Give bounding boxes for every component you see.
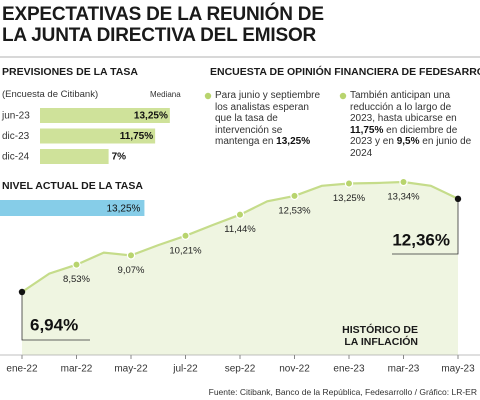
bar bbox=[40, 108, 170, 123]
callout bbox=[21, 292, 90, 341]
area bbox=[22, 182, 458, 355]
bold-text: 13,25% bbox=[276, 136, 311, 147]
value-label: 7% bbox=[112, 152, 127, 163]
survey-title: ENCUESTA DE OPINIÓN FINANCIERA DE FEDESA… bbox=[210, 66, 480, 78]
chart-subtitle: (Encuesta de Citibank) bbox=[2, 89, 99, 100]
chart-title: NIVEL ACTUAL DE LA TASA bbox=[2, 180, 143, 192]
value-label: 13,25% bbox=[333, 193, 366, 204]
value-label: 10,21% bbox=[169, 245, 202, 256]
point bbox=[18, 288, 26, 296]
value-label: 13,25% bbox=[107, 204, 141, 215]
value-label: 12,53% bbox=[278, 205, 311, 216]
x-tick-label: sep-22 bbox=[225, 364, 256, 375]
big-value-label: 6,94% bbox=[30, 315, 78, 334]
callout bbox=[392, 198, 459, 255]
x-tick-label: ene-22 bbox=[6, 364, 38, 375]
chart-title: PREVISIONES DE LA TASA bbox=[2, 66, 138, 78]
bar bbox=[40, 128, 156, 144]
value-header: Mediana bbox=[150, 90, 181, 99]
x-tick-label: mar-22 bbox=[61, 364, 93, 375]
x-tick-label: may-22 bbox=[114, 364, 148, 375]
value-label: 8,53% bbox=[63, 274, 90, 285]
point bbox=[290, 191, 299, 201]
category-label: dic-23 bbox=[2, 131, 30, 142]
x-tick-label: mar-23 bbox=[388, 364, 420, 375]
value-label: 11,44% bbox=[224, 224, 256, 235]
point bbox=[126, 251, 136, 260]
source: Fuente: Citibank, Banco de la República,… bbox=[208, 387, 477, 397]
bullet-dot bbox=[339, 92, 347, 100]
x-tick-label: jul-22 bbox=[172, 364, 198, 375]
point bbox=[72, 260, 81, 269]
bullet-dot bbox=[204, 92, 212, 100]
bold-text: 9,5% bbox=[396, 136, 420, 147]
value-label: 13,34% bbox=[387, 192, 420, 203]
value-label: 11,75% bbox=[120, 131, 153, 142]
title-line: LA JUNTA DIRECTIVA DEL EMISOR bbox=[2, 25, 317, 46]
point bbox=[181, 231, 190, 240]
x-tick-label: nov-22 bbox=[279, 364, 310, 375]
title-line: EXPECTATIVAS DE LA REUNIÓN DE bbox=[2, 4, 324, 25]
text: También anticipan una reducción a lo lar… bbox=[350, 90, 457, 124]
big-value-label: 12,36% bbox=[392, 230, 450, 249]
value-label: 9,07% bbox=[118, 265, 145, 276]
x-tick-label: may-23 bbox=[441, 364, 475, 375]
bold-text: 11,75% bbox=[350, 124, 384, 136]
value-label: 13,25% bbox=[134, 111, 168, 122]
text: Para junio y septiembre los analistas es… bbox=[215, 90, 321, 147]
chart-title: HISTÓRICO DE LA INFLACIÓN bbox=[342, 324, 418, 348]
point bbox=[454, 195, 462, 203]
bar bbox=[0, 200, 145, 216]
text: en diciembre de 2023 y en bbox=[350, 124, 458, 148]
category-label: jun-23 bbox=[1, 111, 30, 122]
survey-item: Para junio y septiembre los analistas es… bbox=[215, 90, 327, 148]
category-label: dic-24 bbox=[2, 152, 30, 163]
point bbox=[235, 210, 245, 219]
text: en junio de 2024 bbox=[350, 136, 472, 159]
bar bbox=[40, 149, 109, 164]
point bbox=[344, 179, 354, 188]
x-tick-label: ene-23 bbox=[333, 364, 365, 375]
survey-item: También anticipan una reducción a lo lar… bbox=[350, 90, 475, 159]
point bbox=[399, 177, 408, 187]
